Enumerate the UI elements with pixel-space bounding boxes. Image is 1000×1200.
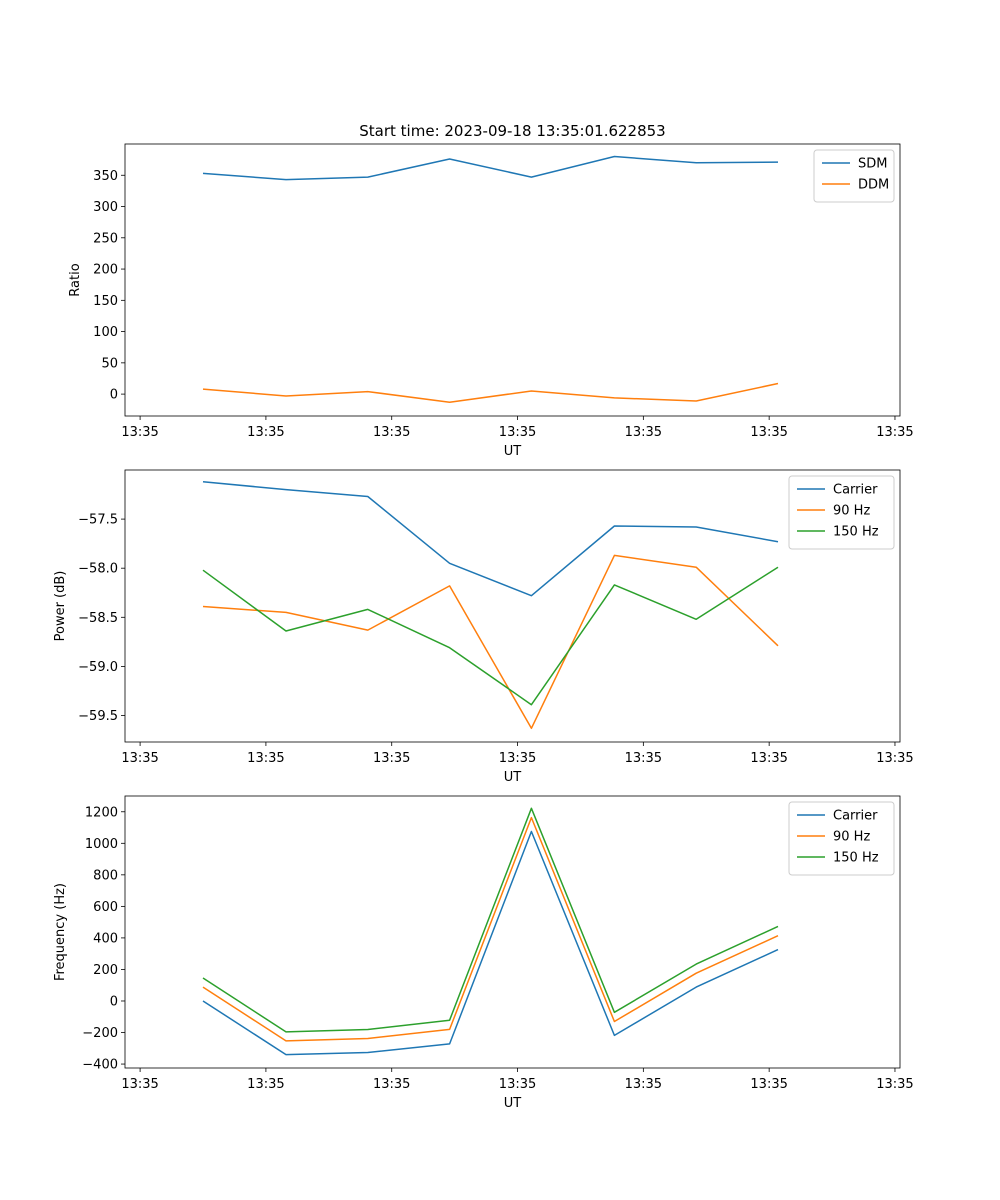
x-axis-label: UT	[504, 1096, 522, 1111]
legend-label: DDM	[858, 178, 889, 193]
series-line-carrier	[202, 830, 779, 1056]
y-tick-label: 50	[101, 356, 118, 371]
x-tick-label: 13:35	[247, 1077, 284, 1092]
x-axis-label: UT	[504, 444, 522, 459]
legend-label: 90 Hz	[833, 504, 870, 519]
x-tick-label: 13:35	[876, 1077, 913, 1092]
x-tick-label: 13:35	[121, 1077, 158, 1092]
chart-title: Start time: 2023-09-18 13:35:01.622853	[359, 122, 665, 140]
x-tick-label: 13:35	[121, 425, 158, 440]
x-tick-label: 13:35	[499, 425, 536, 440]
y-axis-label: Frequency (Hz)	[53, 883, 68, 981]
x-tick-label: 13:35	[373, 425, 410, 440]
y-tick-label: 350	[93, 169, 118, 184]
x-tick-label: 13:35	[373, 1077, 410, 1092]
legend: SDM DDM	[813, 149, 895, 203]
series-line-150-hz	[202, 566, 779, 706]
x-tick-label: 13:35	[499, 751, 536, 766]
y-tick-label: −59.0	[78, 660, 118, 675]
panels-container: 13:3513:3513:3513:3513:3513:3513:3513:36…	[53, 143, 914, 1111]
legend: Carrier 90 Hz 150 Hz	[788, 475, 895, 550]
y-tick-label: −57.5	[78, 513, 118, 528]
legend-label: Carrier	[833, 809, 878, 824]
y-tick-label: 0	[110, 994, 118, 1009]
x-tick-label: 13:35	[121, 751, 158, 766]
legend-label: Carrier	[833, 483, 878, 498]
series-line-ddm	[202, 382, 779, 403]
y-tick-label: 0	[110, 388, 118, 403]
legend-label: SDM	[858, 157, 887, 172]
axes-frame	[124, 469, 901, 743]
y-tick-label: 600	[93, 900, 118, 915]
legend-label: 150 Hz	[833, 525, 879, 540]
x-tick-label: 13:35	[247, 751, 284, 766]
series-line-90-hz	[202, 816, 779, 1042]
x-tick-label: 13:35	[876, 751, 913, 766]
y-tick-label: 300	[93, 200, 118, 215]
legend: Carrier 90 Hz 150 Hz	[788, 801, 895, 876]
x-tick-label: 13:35	[373, 751, 410, 766]
y-tick-label: 400	[93, 931, 118, 946]
y-axis-label: Power (dB)	[53, 571, 68, 642]
chart-panel-1: 13:3513:3513:3513:3513:3513:3513:3513:36…	[68, 143, 914, 459]
axes-frame	[124, 795, 901, 1069]
y-tick-label: 800	[93, 868, 118, 883]
x-axis-label: UT	[504, 770, 522, 785]
x-tick-label: 13:35	[625, 425, 662, 440]
y-tick-label: −58.5	[78, 611, 118, 626]
y-tick-label: −200	[82, 1026, 118, 1041]
series-line-sdm	[202, 155, 779, 181]
y-tick-label: −58.0	[78, 562, 118, 577]
series-line-carrier	[202, 481, 779, 597]
series-line-90-hz	[202, 554, 779, 730]
x-tick-label: 13:35	[876, 425, 913, 440]
y-tick-label: −59.5	[78, 709, 118, 724]
x-tick-label: 13:35	[247, 425, 284, 440]
y-tick-label: 100	[93, 325, 118, 340]
y-tick-label: 200	[93, 963, 118, 978]
series-line-150-hz	[202, 807, 779, 1033]
y-tick-label: 1200	[85, 805, 118, 820]
y-tick-label: 250	[93, 231, 118, 246]
y-tick-label: −400	[82, 1058, 118, 1073]
chart-panel-3: 13:3513:3513:3513:3513:3513:3513:3513:36…	[53, 795, 914, 1111]
y-tick-label: 200	[93, 263, 118, 278]
x-tick-label: 13:35	[499, 1077, 536, 1092]
legend-label: 90 Hz	[833, 830, 870, 845]
x-tick-label: 13:35	[750, 425, 787, 440]
x-tick-label: 13:35	[625, 1077, 662, 1092]
y-tick-label: 1000	[85, 837, 118, 852]
x-tick-label: 13:35	[750, 751, 787, 766]
y-axis-label: Ratio	[68, 263, 83, 296]
chart-panel-2: 13:3513:3513:3513:3513:3513:3513:3513:36…	[53, 469, 914, 785]
legend-label: 150 Hz	[833, 851, 879, 866]
axes-frame	[124, 143, 901, 417]
x-tick-label: 13:35	[625, 751, 662, 766]
x-tick-label: 13:35	[750, 1077, 787, 1092]
y-tick-label: 150	[93, 294, 118, 309]
